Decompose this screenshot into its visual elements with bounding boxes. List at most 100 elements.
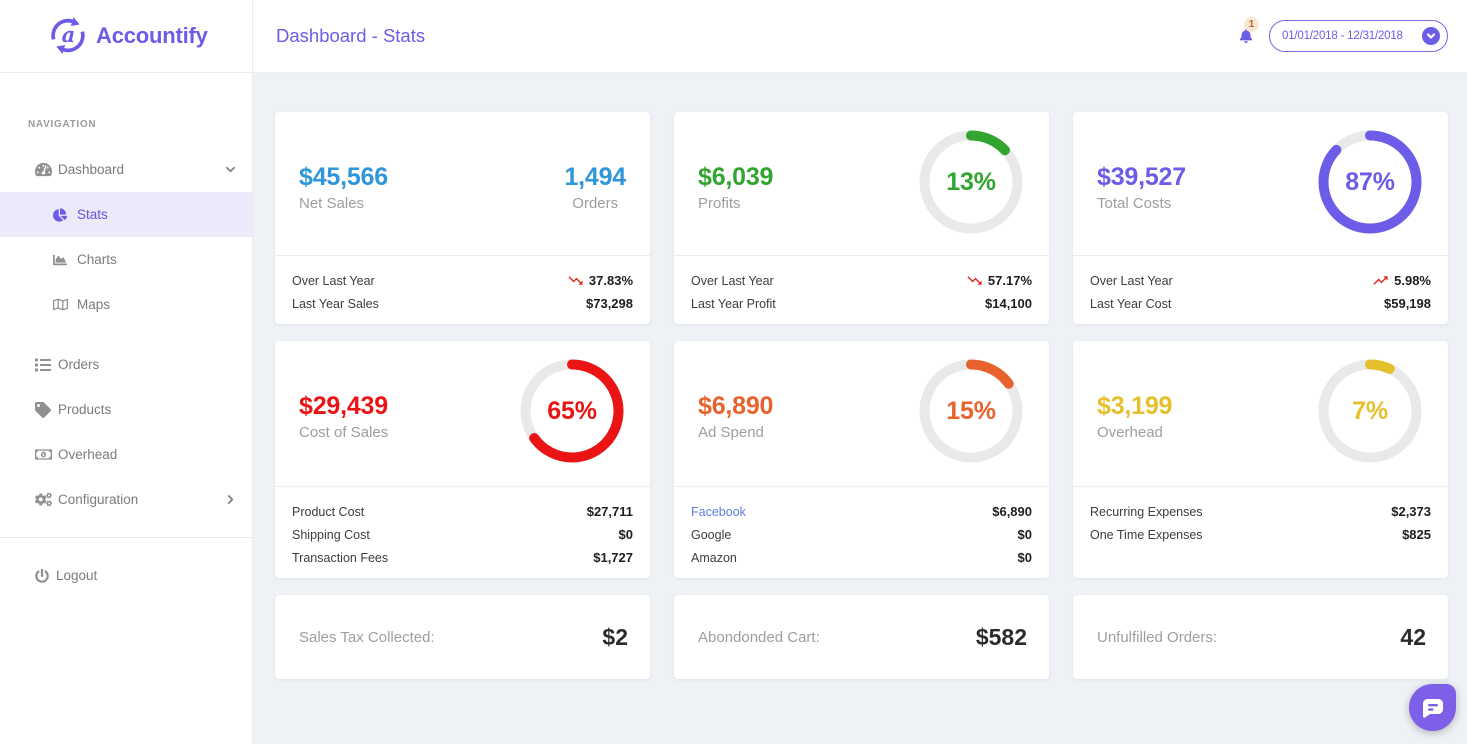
sidebar-item-charts[interactable]: Charts — [0, 237, 252, 282]
svg-text:a: a — [62, 22, 76, 47]
ad-spend-donut-percent: 15% — [946, 396, 996, 425]
gears-icon — [33, 491, 53, 508]
stat-card-total-costs: $39,527 Total Costs 87% Over Last Year — [1073, 112, 1448, 324]
chevron-down-icon — [225, 164, 236, 175]
sidebar-item-dashboard[interactable]: Dashboard — [0, 147, 252, 192]
sidebar-item-label: Configuration — [58, 492, 139, 507]
summary-card-sales-tax: Sales Tax Collected: $2 — [275, 595, 650, 679]
total-costs-donut-percent: 87% — [1345, 167, 1395, 196]
profits-donut-chart: 13% — [919, 130, 1023, 234]
cost-of-sales-value: $29,439 — [299, 392, 388, 420]
sidebar-item-label: Maps — [77, 297, 111, 312]
dashboard-icon — [33, 161, 53, 178]
total-costs-label: Total Costs — [1097, 195, 1172, 212]
summary-card-abandoned-cart: Abondonded Cart: $582 — [674, 595, 1049, 679]
stat-cards-row-1: $45,566 Net Sales 1,494 Orders Over Last… — [275, 112, 1448, 324]
sidebar-item-maps[interactable]: Maps — [0, 282, 252, 327]
notification-badge: 1 — [1244, 17, 1259, 32]
stat-row: Recurring Expenses $2,373 — [1090, 504, 1431, 519]
profits-donut-percent: 13% — [946, 167, 996, 196]
facebook-link[interactable]: Facebook — [691, 504, 746, 519]
chevron-down-icon — [1427, 33, 1435, 39]
profits-label: Profits — [698, 195, 741, 212]
summary-cards-row: Sales Tax Collected: $2 Abondonded Cart:… — [275, 595, 1448, 679]
bell-icon — [1239, 29, 1253, 43]
sidebar-item-label: Dashboard — [58, 162, 125, 177]
sidebar-item-logout[interactable]: Logout — [0, 553, 252, 598]
stat-card-profits: $6,039 Profits 13% Over Last Year 57 — [674, 112, 1049, 324]
stat-row: One Time Expenses $825 — [1090, 527, 1431, 542]
pie-chart-icon — [50, 207, 70, 222]
sidebar-item-configuration[interactable]: Configuration — [0, 477, 252, 522]
cost-of-sales-donut-percent: 65% — [547, 396, 597, 425]
money-bill-icon — [33, 446, 53, 463]
stat-card-overhead: $3,199 Overhead 7% Recurring Expenses $2… — [1073, 341, 1448, 578]
chevron-right-icon — [225, 494, 236, 505]
date-range-text: 01/01/2018 - 12/31/2018 — [1282, 30, 1403, 42]
stat-row: Facebook $6,890 — [691, 504, 1032, 519]
power-icon — [34, 568, 50, 583]
net-sales-value: $45,566 — [299, 163, 388, 191]
map-icon — [50, 297, 70, 312]
sidebar-item-overhead[interactable]: Overhead — [0, 432, 252, 477]
stat-card-cost-of-sales: $29,439 Cost of Sales 65% Product Cost $… — [275, 341, 650, 578]
trending-down-icon — [966, 272, 983, 289]
sidebar-item-stats[interactable]: Stats — [0, 192, 252, 237]
cost-of-sales-label: Cost of Sales — [299, 424, 389, 441]
stat-row: Last Year Sales $73,298 — [292, 296, 633, 311]
sidebar-item-orders[interactable]: Orders — [0, 342, 252, 387]
overhead-donut-chart: 7% — [1318, 359, 1422, 463]
total-costs-value: $39,527 — [1097, 163, 1186, 191]
sidebar-item-label: Stats — [77, 207, 108, 222]
stat-row: Product Cost $27,711 — [292, 504, 633, 519]
stat-card-ad-spend: $6,890 Ad Spend 15% Facebook $6,890 — [674, 341, 1049, 578]
stat-row: Over Last Year 5.98% — [1090, 272, 1431, 289]
net-sales-label: Net Sales — [299, 195, 365, 212]
chat-launcher-button[interactable] — [1409, 684, 1456, 731]
overhead-value: $3,199 — [1097, 392, 1173, 420]
page-title: Dashboard - Stats — [276, 25, 426, 46]
stat-row: Last Year Profit $14,100 — [691, 296, 1032, 311]
trending-down-icon — [567, 272, 584, 289]
sidebar-item-label: Logout — [56, 568, 98, 583]
orders-count-label: Orders — [572, 195, 619, 212]
total-costs-donut-chart: 87% — [1318, 130, 1422, 234]
notifications-button[interactable]: 1 — [1238, 17, 1266, 45]
orders-count-value: 1,494 — [564, 163, 626, 191]
brand-logo-icon: a — [51, 17, 85, 54]
chat-bubble-icon — [1422, 698, 1443, 718]
area-chart-icon — [50, 253, 70, 267]
ad-spend-donut-chart: 15% — [919, 359, 1023, 463]
sidebar-item-products[interactable]: Products — [0, 387, 252, 432]
sidebar: NAVIGATION Dashboard Stats Charts Maps O… — [0, 73, 253, 744]
brand-name: Accountify — [96, 23, 208, 48]
sidebar-section-label: NAVIGATION — [28, 119, 97, 130]
sidebar-item-label: Products — [58, 402, 112, 417]
profits-value: $6,039 — [698, 163, 774, 191]
stat-row: Over Last Year 37.83% — [292, 272, 633, 289]
header-divider — [252, 0, 253, 73]
main-content: $45,566 Net Sales 1,494 Orders Over Last… — [253, 73, 1467, 744]
trending-up-icon — [1372, 272, 1389, 289]
app-header: a Accountify Dashboard - Stats 1 01/01/2… — [0, 0, 1467, 73]
sidebar-divider — [0, 537, 252, 538]
cost-of-sales-donut-chart: 65% — [520, 359, 624, 463]
stat-row: Google $0 — [691, 527, 1032, 542]
tag-icon — [33, 401, 53, 418]
stat-row: Over Last Year 57.17% — [691, 272, 1032, 289]
stat-row: Amazon $0 — [691, 550, 1032, 565]
stat-cards-row-2: $29,439 Cost of Sales 65% Product Cost $… — [275, 341, 1448, 578]
ad-spend-label: Ad Spend — [698, 424, 764, 441]
date-range-dropdown-button[interactable] — [1422, 27, 1440, 45]
date-range-picker[interactable]: 01/01/2018 - 12/31/2018 — [1269, 20, 1448, 52]
overhead-label: Overhead — [1097, 424, 1163, 441]
overhead-donut-percent: 7% — [1352, 396, 1388, 425]
list-icon — [33, 357, 53, 373]
stat-row: Shipping Cost $0 — [292, 527, 633, 542]
sidebar-item-label: Overhead — [58, 447, 118, 462]
sidebar-item-label: Charts — [77, 252, 117, 267]
sidebar-item-label: Orders — [58, 357, 100, 372]
ad-spend-value: $6,890 — [698, 392, 774, 420]
stat-card-net-sales: $45,566 Net Sales 1,494 Orders Over Last… — [275, 112, 650, 324]
summary-card-unfulfilled-orders: Unfulfilled Orders: 42 — [1073, 595, 1448, 679]
